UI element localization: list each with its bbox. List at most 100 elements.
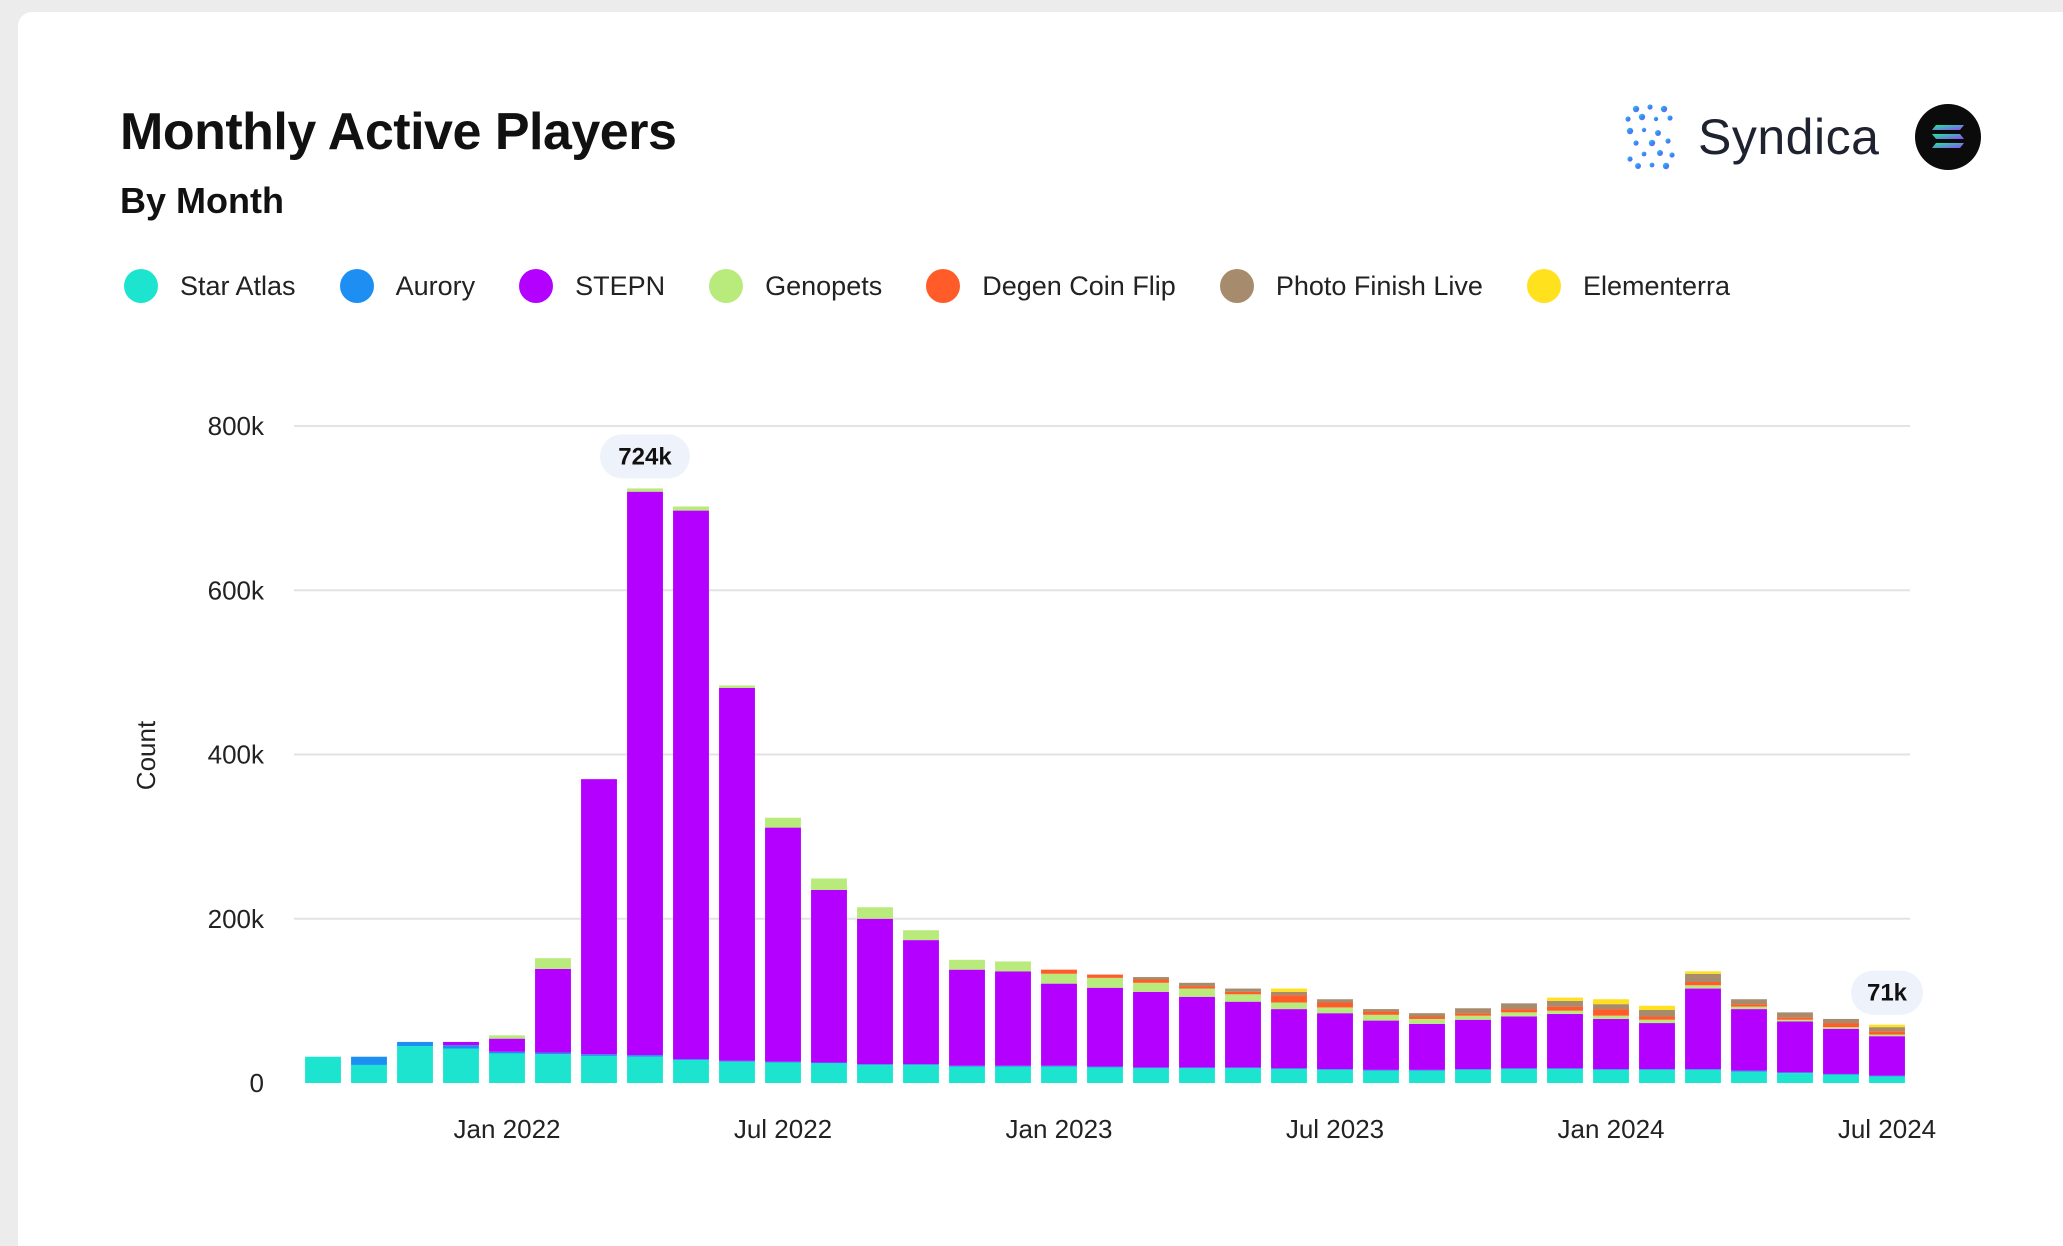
bar-segment [1271, 1002, 1307, 1010]
bar-segment [673, 510, 709, 1060]
bar-segment [857, 918, 893, 1065]
bar-segment [949, 969, 985, 1066]
bar-segment [1501, 1012, 1537, 1017]
legend-item[interactable]: Degen Coin Flip [926, 269, 1176, 303]
chart-card [18, 12, 2063, 1246]
legend-item[interactable]: Aurory [339, 269, 476, 303]
bar-segment [811, 878, 847, 891]
bar-segment [1501, 1016, 1537, 1069]
bar-segment [1777, 1017, 1813, 1020]
bar-segment [949, 1065, 985, 1067]
bar-segment [1685, 981, 1721, 986]
syndica-dots-icon [1625, 104, 1675, 170]
bar-segment [351, 1064, 387, 1083]
bar-segment [1271, 1009, 1307, 1069]
bar-segment [1547, 1010, 1583, 1015]
bar-segment [535, 968, 571, 1053]
bar-segment [1593, 1069, 1629, 1083]
bar-segment [1685, 988, 1721, 1070]
legend-item[interactable]: Elementerra [1526, 269, 1730, 303]
bar-segment [1271, 1069, 1307, 1083]
bar-segment [1593, 1004, 1629, 1010]
bar-segment [1593, 1015, 1629, 1019]
legend-label: Degen Coin Flip [982, 270, 1176, 301]
bar-segment [1777, 1012, 1813, 1018]
bar-segment [627, 1056, 663, 1083]
bar-segment [1041, 969, 1077, 974]
bar-segment [1731, 1006, 1767, 1010]
bar-segment [1363, 1009, 1399, 1012]
bar-segment [719, 685, 755, 688]
bar-segment [581, 779, 617, 1055]
bar-segment [1501, 1003, 1537, 1010]
bar-segment [1041, 1066, 1077, 1083]
bar-segment [1777, 1019, 1813, 1022]
bar-segment [1455, 1008, 1491, 1014]
bar-segment [581, 1055, 617, 1083]
bar-segment [1363, 1069, 1399, 1071]
legend-item[interactable]: Photo Finish Live [1219, 269, 1483, 303]
bar-segment [1731, 1070, 1767, 1072]
legend-swatch [124, 269, 158, 303]
bar-segment [857, 1064, 893, 1083]
brand-name: Syndica [1698, 109, 1880, 165]
y-tick-label: 0 [250, 1068, 264, 1098]
bar-segment [673, 1059, 709, 1061]
bar-segment [949, 1066, 985, 1083]
bar-segment [995, 1066, 1031, 1083]
bar-segment [673, 1060, 709, 1083]
callout-bubble [1851, 970, 1923, 1015]
bar-segment [1547, 997, 1583, 1001]
legend-item[interactable]: STEPN [519, 269, 665, 303]
callout-label: 724k [618, 443, 672, 470]
legend-label: Aurory [395, 270, 476, 301]
bar-segment [627, 491, 663, 1056]
bar-segment [1225, 1068, 1261, 1083]
y-tick-label: 200k [208, 904, 265, 934]
bar-segment [719, 687, 755, 1061]
bar-segment [1639, 1023, 1675, 1070]
bar-segment [1823, 1073, 1859, 1075]
bar-segment [1869, 1024, 1905, 1028]
chart-title: Monthly Active Players [120, 103, 677, 161]
bar-segment [1087, 1066, 1123, 1068]
legend-item[interactable]: Genopets [709, 269, 882, 303]
chart-legend: Star Atlas Aurory STEPN Genopets Degen Coin … [124, 266, 1774, 306]
bar-segment [995, 971, 1031, 1066]
bar-segment [1869, 1031, 1905, 1035]
bar-segment [627, 488, 663, 492]
bar-segment [1041, 973, 1077, 984]
bar-segment [535, 958, 571, 969]
bar-segment [1179, 996, 1215, 1068]
bar-segment [1133, 977, 1169, 980]
bar-segment [995, 961, 1031, 972]
bar-segment [811, 1062, 847, 1064]
legend-item[interactable]: Star Atlas [124, 269, 296, 303]
bar-segment [443, 1045, 479, 1049]
bar-segment [1501, 1009, 1537, 1013]
bar-segment [1547, 1000, 1583, 1007]
bar-segment [1409, 1013, 1445, 1017]
callout-bubble [600, 434, 690, 479]
bar-segment [443, 1048, 479, 1083]
bar-segment [903, 940, 939, 1065]
bar-segment [1225, 994, 1261, 1002]
bar-segment [1501, 1068, 1537, 1070]
legend-label: Photo Finish Live [1275, 270, 1483, 301]
bar-segment [1639, 1069, 1675, 1083]
bar-segment [1271, 988, 1307, 992]
bar-segment [765, 827, 801, 1062]
bar-segment [1823, 1027, 1859, 1029]
y-axis-label: Count [131, 720, 161, 790]
bar-segment [1547, 1014, 1583, 1069]
bar-segment [1225, 991, 1261, 995]
bar-segment [1317, 1002, 1353, 1008]
bar-segment [1179, 1068, 1215, 1083]
bar-segment [1225, 988, 1261, 992]
bar-segment [1685, 985, 1721, 989]
bar-segment [1593, 999, 1629, 1005]
bar-segment [1087, 1067, 1123, 1083]
bar-segment [1409, 1070, 1445, 1083]
bar-segment [1869, 1075, 1905, 1077]
x-tick-label: Jan 2023 [1006, 1114, 1113, 1144]
